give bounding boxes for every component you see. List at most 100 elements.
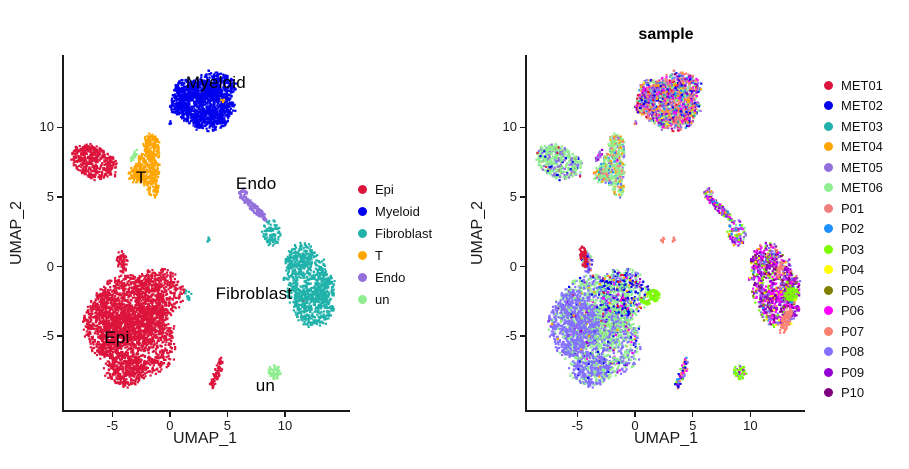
legend-dot bbox=[824, 142, 833, 152]
legend-dot bbox=[358, 228, 367, 238]
legend-dot bbox=[824, 101, 833, 111]
y-tick-mark bbox=[520, 126, 525, 129]
y-tick-mark bbox=[57, 335, 62, 337]
legend-item: Endo bbox=[354, 266, 432, 288]
legend-label: MET04 bbox=[841, 139, 883, 155]
legend-dot bbox=[358, 206, 367, 216]
legend-dot bbox=[824, 326, 833, 336]
x-tick-label: 0 bbox=[166, 418, 174, 433]
x-tick-mark bbox=[749, 412, 752, 417]
cluster-label: un bbox=[255, 376, 276, 396]
cluster-label: Myeloid bbox=[185, 72, 246, 92]
legend-label: Myeloid bbox=[375, 203, 420, 219]
legend-label: P04 bbox=[841, 262, 865, 278]
x-tick-label: 0 bbox=[631, 418, 639, 433]
x-tick-label: -5 bbox=[106, 418, 119, 433]
legend-dot bbox=[358, 272, 367, 282]
legend-label: MET05 bbox=[841, 159, 883, 175]
chart-title-sample: sample bbox=[638, 26, 694, 43]
legend-item: MET06 bbox=[820, 178, 883, 199]
x-tick-mark bbox=[576, 412, 579, 417]
legend-label: P01 bbox=[841, 200, 865, 216]
legend-label: MET03 bbox=[841, 118, 883, 134]
legend-dot bbox=[824, 80, 833, 90]
legend-item: P09 bbox=[820, 362, 883, 383]
legend-dot bbox=[358, 294, 367, 304]
legend-label: Fibroblast bbox=[375, 225, 433, 241]
plot-area-celltype bbox=[62, 55, 350, 412]
x-tick-mark bbox=[284, 412, 286, 417]
legend-label: MET06 bbox=[841, 180, 883, 196]
legend-item: P02 bbox=[820, 219, 883, 240]
legend-dot bbox=[824, 347, 833, 357]
legend-dot bbox=[824, 244, 833, 254]
x-tick-label: 10 bbox=[743, 418, 758, 433]
legend-label: P07 bbox=[841, 323, 865, 339]
legend-item: P05 bbox=[820, 280, 883, 301]
y-tick-label: 0 bbox=[46, 258, 54, 274]
legend-item: Myeloid bbox=[354, 200, 432, 222]
y-axis-label-sample: UMAP_2 bbox=[469, 200, 486, 266]
legend-label: P06 bbox=[841, 303, 865, 319]
legend-label: P10 bbox=[841, 385, 865, 401]
legend-dot bbox=[358, 250, 367, 260]
x-tick-mark bbox=[169, 412, 171, 417]
legend-item: Fibroblast bbox=[354, 222, 432, 244]
legend-item: MET03 bbox=[820, 116, 883, 137]
legend-item: un bbox=[354, 288, 432, 310]
legend-label: P03 bbox=[841, 241, 865, 257]
legend-dot bbox=[358, 184, 367, 194]
legend-celltype: Epi Myeloid Fibroblast T Endo un bbox=[354, 178, 432, 310]
legend-dot bbox=[824, 203, 833, 213]
legend-item: MET04 bbox=[820, 137, 883, 158]
x-tick-label: -5 bbox=[571, 418, 584, 433]
legend-item: Epi bbox=[354, 178, 432, 200]
legend-item: MET01 bbox=[820, 75, 883, 96]
y-tick-mark bbox=[57, 196, 62, 198]
y-tick-label: -5 bbox=[505, 328, 517, 344]
x-tick-mark bbox=[226, 412, 229, 417]
cluster-label: T bbox=[135, 168, 147, 188]
y-tick-label: 10 bbox=[502, 119, 517, 135]
legend-item: P07 bbox=[820, 321, 883, 342]
y-tick-label: 10 bbox=[39, 119, 54, 135]
legend-label: MET02 bbox=[841, 98, 883, 114]
legend-dot bbox=[824, 306, 833, 316]
y-tick-label: 5 bbox=[46, 189, 54, 204]
plot-area-sample bbox=[525, 55, 805, 412]
legend-item: P03 bbox=[820, 239, 883, 260]
y-tick-label: -5 bbox=[42, 328, 54, 344]
legend-dot bbox=[824, 224, 833, 234]
legend-label: P09 bbox=[841, 364, 865, 380]
legend-item: P08 bbox=[820, 342, 883, 363]
x-tick-label: 10 bbox=[277, 418, 293, 433]
legend-label: Endo bbox=[375, 269, 406, 285]
x-tick-label: 5 bbox=[689, 418, 697, 433]
y-tick-mark bbox=[520, 265, 525, 268]
x-tick-mark bbox=[634, 412, 636, 417]
legend-sample: MET01 MET02 MET03 MET04 MET05 MET06 P01 P02 P03 P… bbox=[820, 75, 883, 403]
y-tick-label: 0 bbox=[509, 258, 517, 274]
legend-item: P06 bbox=[820, 301, 883, 322]
legend-item: MET05 bbox=[820, 157, 883, 178]
legend-dot bbox=[824, 121, 833, 131]
y-tick-mark bbox=[57, 126, 62, 129]
legend-label: MET01 bbox=[841, 77, 883, 93]
x-axis-label-celltype: UMAP_1 bbox=[172, 430, 238, 447]
legend-label: T bbox=[375, 247, 383, 263]
legend-dot bbox=[824, 367, 833, 377]
cluster-label: Epi bbox=[104, 327, 130, 347]
legend-dot bbox=[824, 265, 833, 275]
y-tick-label: 5 bbox=[509, 189, 517, 204]
legend-label: P05 bbox=[841, 282, 865, 298]
legend-label: P08 bbox=[841, 344, 865, 360]
points-canvas-sample bbox=[527, 55, 805, 410]
legend-label: P02 bbox=[841, 221, 865, 237]
points-canvas-celltype bbox=[64, 55, 350, 410]
legend-dot bbox=[824, 183, 833, 193]
legend-item: P10 bbox=[820, 383, 883, 404]
legend-label: un bbox=[375, 291, 390, 307]
